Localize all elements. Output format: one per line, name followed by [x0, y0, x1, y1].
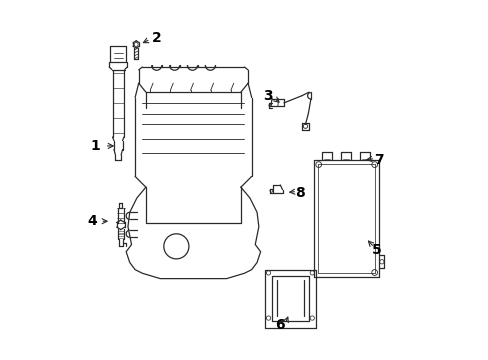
- Text: 2: 2: [151, 31, 161, 45]
- Text: 4: 4: [87, 214, 97, 228]
- Text: 3: 3: [263, 89, 272, 103]
- Text: 1: 1: [91, 139, 101, 153]
- Text: 5: 5: [371, 243, 381, 257]
- Text: 6: 6: [275, 318, 285, 332]
- Text: 8: 8: [295, 185, 305, 199]
- Text: 7: 7: [373, 153, 383, 167]
